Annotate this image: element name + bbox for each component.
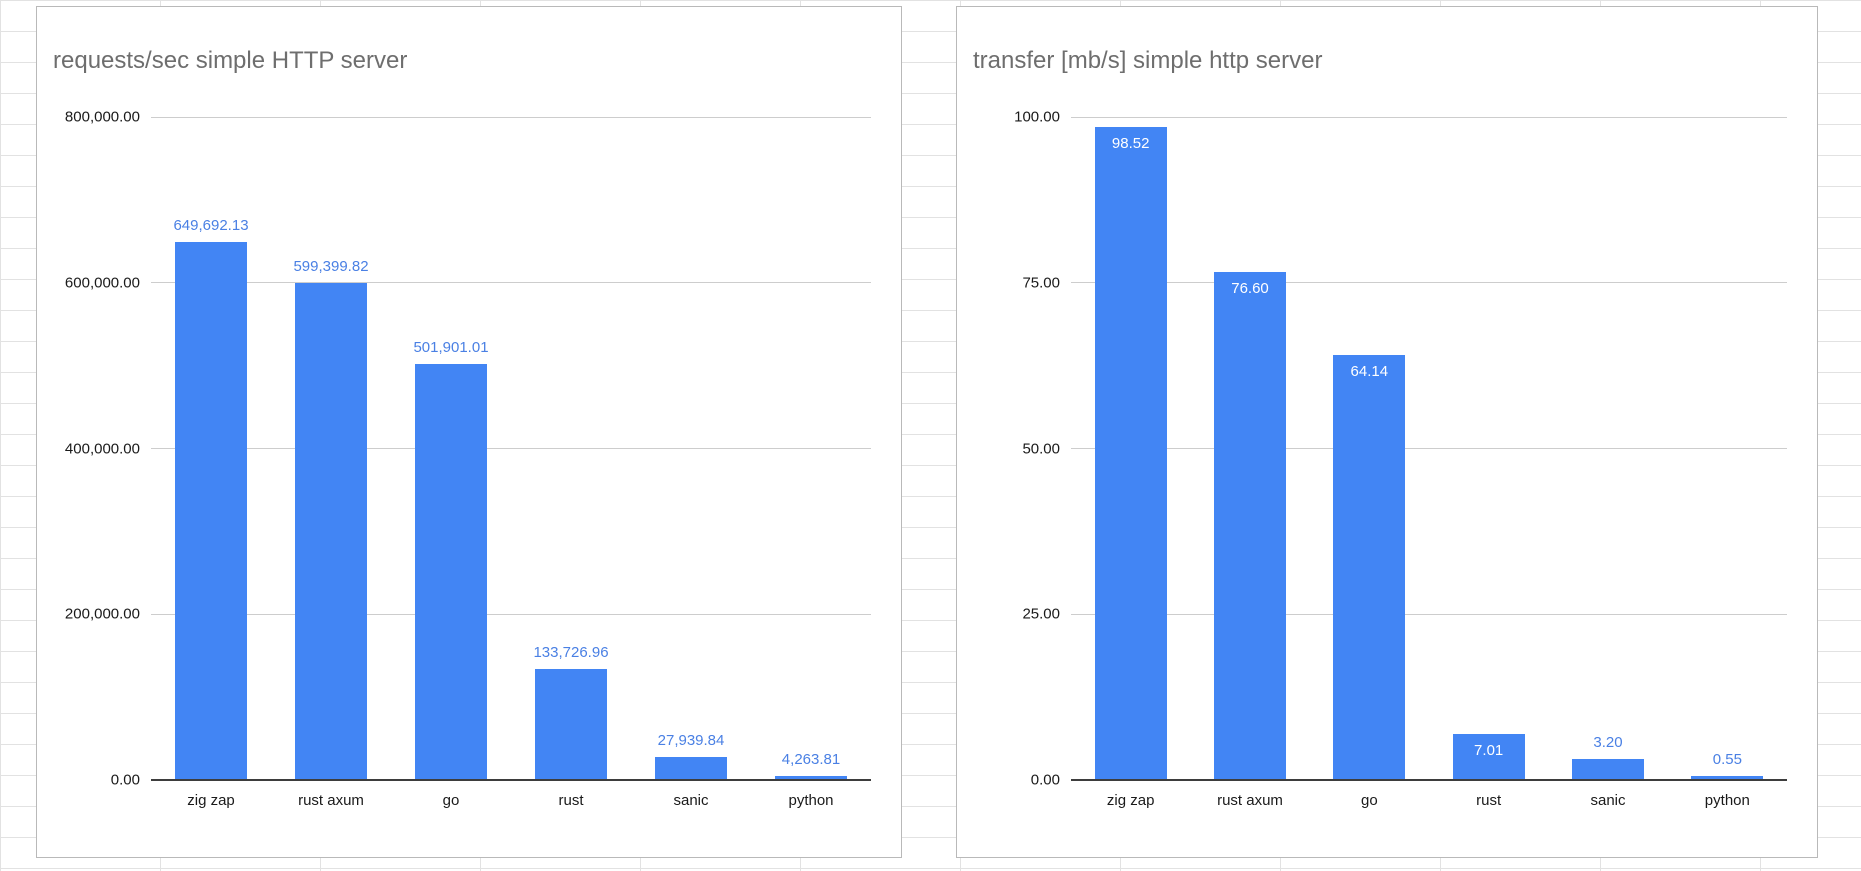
- chart-title: transfer [mb/s] simple http server: [973, 47, 1323, 74]
- bar-value-label: 649,692.13: [173, 217, 249, 234]
- bar-value-label: 133,726.96: [533, 644, 609, 661]
- gridline: [151, 448, 871, 449]
- y-axis-tick-label: 0.00: [110, 771, 140, 789]
- bar: [535, 669, 607, 780]
- x-category-label: rust axum: [298, 792, 364, 809]
- bar-value-label: 64.14: [1350, 363, 1389, 380]
- x-category-label: go: [442, 792, 460, 809]
- bar: [415, 364, 487, 780]
- bar: [775, 776, 847, 780]
- y-axis-tick-label: 75.00: [1022, 274, 1060, 292]
- x-category-label: python: [1704, 792, 1750, 809]
- bar: [1572, 759, 1644, 780]
- x-category-label: sanic: [673, 792, 709, 809]
- chart-card-requests-per-sec[interactable]: requests/sec simple HTTP server 0.00 200,…: [36, 6, 902, 858]
- bar: [295, 283, 367, 780]
- chart-card-transfer-mbps[interactable]: transfer [mb/s] simple http server 0.00 2…: [956, 6, 1818, 858]
- gridline: [1071, 448, 1787, 449]
- y-axis-tick-label: 400,000.00: [64, 440, 140, 457]
- y-axis-tick-label: 50.00: [1022, 440, 1060, 457]
- gridline: [1071, 282, 1787, 284]
- gridline: [1071, 116, 1787, 118]
- x-axis-line: [1071, 779, 1787, 781]
- y-axis-tick-label: 200,000.00: [64, 605, 140, 623]
- y-axis-tick-label: 25.00: [1022, 605, 1060, 623]
- bar: [1333, 355, 1405, 780]
- y-axis-tick-label: 800,000.00: [64, 108, 140, 126]
- bar: [655, 757, 727, 780]
- x-category-label: rust: [1476, 792, 1502, 809]
- bar-value-label: 76.60: [1231, 280, 1269, 297]
- x-category-label: zig zap: [187, 792, 235, 809]
- bar-value-label: 4,263.81: [781, 751, 841, 768]
- bar: [1095, 127, 1167, 780]
- bar-value-label: 98.52: [1111, 135, 1150, 152]
- y-axis-tick-label: 100.00: [1014, 108, 1060, 126]
- bar: [1691, 776, 1763, 780]
- bar-value-label: 3.20: [1593, 734, 1623, 751]
- x-category-label: python: [788, 792, 834, 809]
- gridline: [151, 282, 871, 284]
- bar-value-label: 0.55: [1712, 751, 1742, 768]
- x-category-label: sanic: [1590, 792, 1626, 809]
- bar-value-label: 27,939.84: [657, 732, 725, 749]
- x-category-label: zig zap: [1106, 792, 1155, 809]
- x-axis-line: [151, 779, 871, 781]
- bar-value-label: 599,399.82: [293, 258, 369, 275]
- bar-value-label: 7.01: [1474, 742, 1504, 759]
- gridline: [151, 613, 871, 615]
- y-axis-tick-label: 0.00: [1030, 771, 1060, 789]
- gridline: [151, 116, 871, 118]
- x-category-label: rust: [558, 792, 584, 809]
- plot-area: 0.00 25.00 50.00 75.00 100.00 98.52 zig zap 76.…: [1014, 109, 1787, 809]
- plot-area: 0.00 200,000.00 400,000.00 600,000.00 800,00…: [65, 109, 871, 809]
- x-category-label: go: [1360, 792, 1378, 809]
- bar: [1453, 734, 1525, 780]
- x-category-label: rust axum: [1217, 792, 1283, 809]
- gridline: [1071, 613, 1787, 615]
- bar: [175, 242, 247, 780]
- y-axis-tick-label: 600,000.00: [64, 274, 140, 292]
- bar-value-label: 501,901.01: [413, 339, 489, 356]
- chart-title: requests/sec simple HTTP server: [53, 47, 408, 74]
- bar: [1214, 272, 1286, 780]
